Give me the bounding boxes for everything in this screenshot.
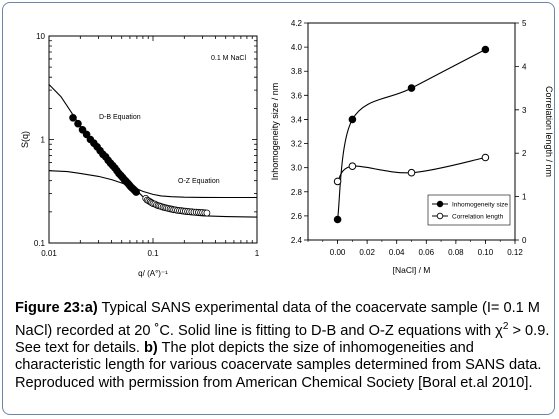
panel-b-x-tick-label: 0.12 — [507, 248, 523, 257]
panel-b-legend-label: Inhomogeneity size — [452, 202, 508, 209]
panel-b-y2-tick-label: 2 — [522, 149, 527, 158]
panel-b-y-tick-label: 3.8 — [291, 67, 303, 76]
figure-caption: Figure 23:a) Typical SANS experimental d… — [15, 300, 550, 392]
caption-chi-superscript: 2 — [502, 320, 509, 332]
panel-b-y-tick-label: 4.2 — [291, 19, 303, 28]
panel-a-filled-point — [69, 114, 77, 122]
panel-b-x-tick-label: 0.08 — [448, 248, 464, 257]
panel-a-filled-point — [74, 119, 82, 128]
panel-b-y-tick-label: 3.2 — [291, 140, 303, 149]
panel-a-annotation-nacl: 0.1 M NaCl — [211, 55, 246, 62]
panel-a-open-point — [203, 209, 211, 217]
correlation-point — [333, 177, 342, 186]
panel-b-y-tick-label: 3.4 — [291, 115, 303, 124]
caption-label-a: a) — [84, 300, 98, 316]
caption-text-a: Typical SANS experimental data of the co… — [15, 300, 540, 339]
panel-b-x-tick-label: 0.04 — [389, 248, 405, 257]
panel-a-x-tick-label: 1 — [255, 249, 260, 258]
panel-a-filled-point — [82, 130, 91, 139]
caption-figure-label: Figure 23: — [15, 300, 85, 316]
inhomogeneity-point — [333, 215, 342, 224]
correlation-point — [481, 153, 490, 162]
panel-a-y-tick-label: 1 — [41, 136, 46, 145]
panel-b-y-tick-label: 2.4 — [291, 236, 303, 245]
panel-b-y2-tick-label: 1 — [522, 193, 527, 202]
caption-text-b: The plot depicts the size of inhomogenei… — [15, 339, 542, 391]
panel-b-x-tick-label: 0.00 — [330, 248, 346, 257]
correlation-point — [407, 168, 416, 177]
correlation-line — [337, 156, 486, 182]
panel-b-chart: 0.00 0.02 0.04 0.06 0.08 0.10 0.12 2.4 2.6 2.8 3.0… — [270, 19, 554, 275]
panel-b-x-tick-label: 0.06 — [418, 248, 434, 257]
inhomogeneity-line — [337, 49, 486, 220]
panel-b-y2-axis-label: Correlation length / nm — [544, 86, 554, 177]
panel-a-y-tick-label: 0.1 — [34, 239, 46, 248]
oz-fit-line — [49, 170, 257, 199]
inhomogeneity-point — [407, 84, 416, 92]
panel-a-plot-frame — [48, 35, 258, 244]
correlation-point — [348, 162, 357, 170]
panel-b-y2-tick-label: 3 — [522, 106, 527, 115]
panel-b-y2-tick-label: 5 — [522, 19, 527, 28]
panel-a-y-axis-label: S(q) — [20, 131, 30, 148]
caption-label-b: b) — [143, 339, 158, 356]
panel-a-x-tick-label: 0.01 — [41, 249, 57, 258]
panel-b-x-axis-label: [NaCl] / M — [393, 265, 431, 275]
panel-b-y-tick-label: 2.6 — [291, 212, 303, 221]
panel-a-filled-point — [132, 188, 141, 196]
panel-b-y-tick-label: 4.0 — [291, 43, 303, 52]
panel-b-y-tick-label: 3.0 — [291, 164, 303, 173]
panel-b-y2-tick-label: 4 — [522, 62, 527, 71]
panel-b-legend-marker — [436, 200, 444, 208]
panel-b-legend-marker — [436, 212, 444, 220]
panel-b-y-tick-label: 3.6 — [291, 91, 303, 100]
panel-a-annotation-oz: O-Z Equation — [178, 178, 220, 185]
panel-b-y-tick-label: 2.8 — [291, 188, 303, 197]
panel-b-x-tick-label: 0.10 — [478, 248, 494, 257]
inhomogeneity-point — [481, 45, 490, 54]
panel-b-y2-tick-label: 0 — [522, 236, 527, 245]
caption-text-a2: > 0.9. See text for details. — [15, 322, 550, 356]
panel-a-annotation-db: D-B Equation — [99, 114, 141, 121]
panel-b-x-tick-label: 0.02 — [359, 248, 375, 257]
figure-frame: 0.01 0.1 1 0.1 1 10 q/ (A°)⁻¹ S(q) 0.1 M NaCl D-B… — [2, 2, 555, 415]
panel-b-y-axis-label: Inhomogeneity size / nm — [270, 83, 280, 181]
panel-b-legend-label: Correlation length — [452, 214, 504, 221]
inhomogeneity-point — [348, 115, 357, 124]
panel-a-x-axis-label: q/ (A°)⁻¹ — [138, 269, 168, 278]
panel-a-x-tick-label: 0.1 — [147, 249, 159, 258]
panel-b-legend-box — [427, 194, 511, 226]
panel-a-y-tick-label: 10 — [36, 32, 45, 41]
